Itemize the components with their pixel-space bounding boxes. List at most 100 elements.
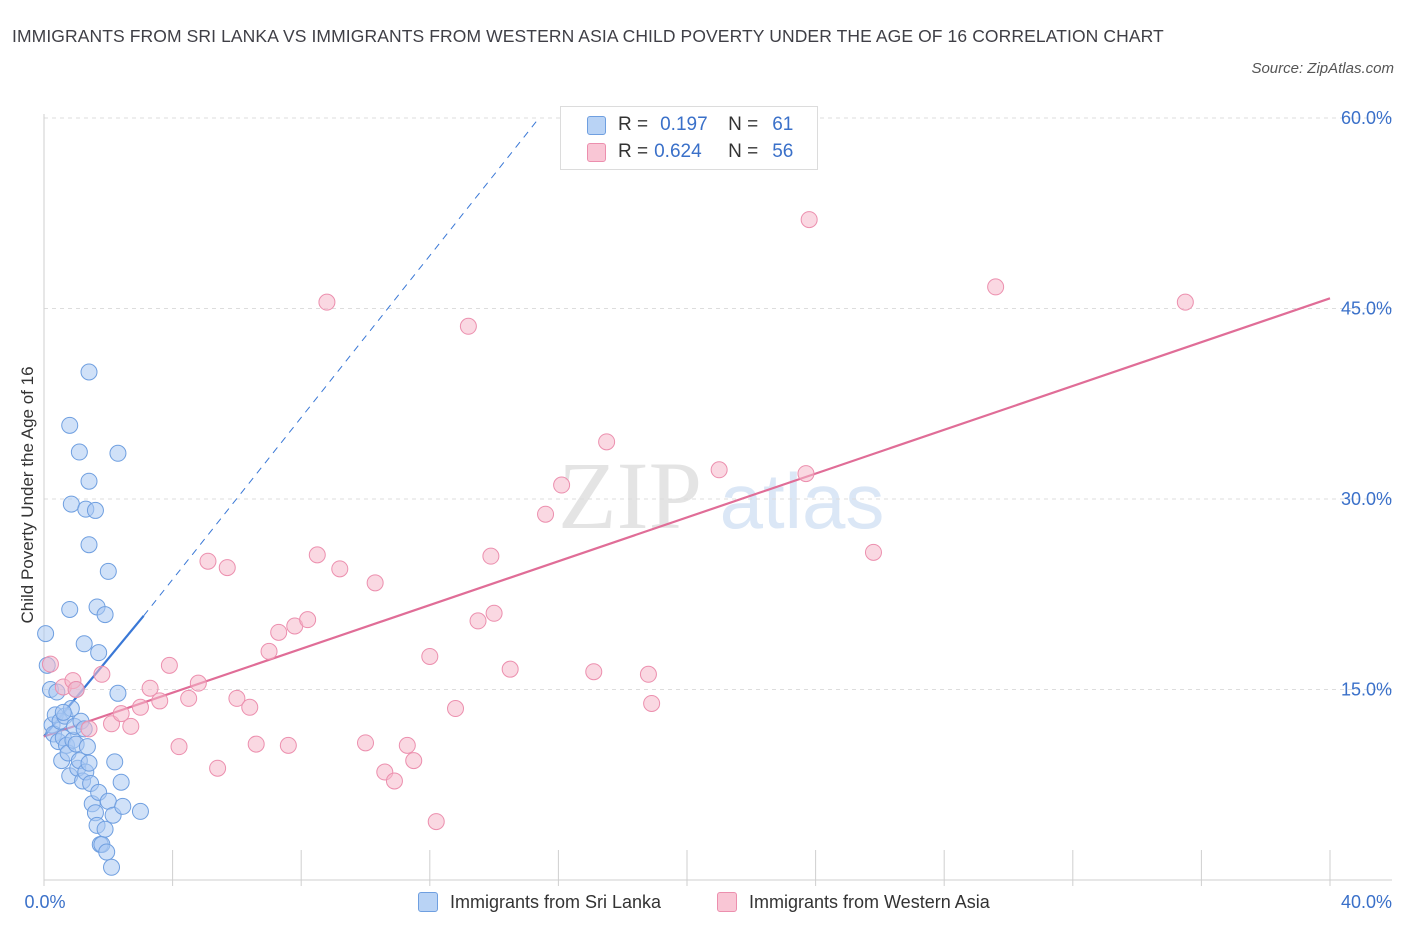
legend-r-value: 0.197	[660, 114, 708, 135]
western-asia-point	[141, 679, 159, 697]
data-points	[37, 211, 1194, 876]
tick-labels: 15.0% 30.0% 45.0% 60.0% 0.0% 40.0%	[24, 108, 1392, 912]
western-asia-point	[180, 689, 198, 707]
sri-lanka-trend-line	[143, 117, 540, 617]
source-label: Source: ZipAtlas.com	[1251, 60, 1394, 77]
western-asia-point	[405, 752, 423, 770]
legend-n-value: 61	[772, 114, 794, 135]
western-asia-point	[864, 543, 882, 561]
legend-n-label: N =	[728, 141, 759, 162]
legend-swatch-pink	[587, 142, 606, 162]
western-asia-point	[987, 278, 1005, 296]
western-asia-point	[797, 465, 815, 483]
western-asia-point	[482, 547, 500, 565]
y-tick-label: 60.0%	[1341, 108, 1392, 128]
sri-lanka-point	[112, 773, 130, 791]
sri-lanka-point	[106, 753, 124, 771]
bottom-legend-western-asia[interactable]: Immigrants from Western Asia	[717, 888, 990, 916]
western-asia-point	[485, 604, 503, 622]
western-asia-point	[585, 663, 603, 681]
western-asia-point	[553, 476, 571, 494]
western-asia-point	[189, 674, 207, 692]
sri-lanka-point	[109, 444, 127, 462]
legend-r-label: R =	[618, 141, 649, 162]
western-asia-point	[41, 655, 59, 673]
legend-n-value: 56	[772, 141, 794, 162]
western-asia-point	[80, 720, 98, 738]
western-asia-point	[331, 560, 349, 578]
sri-lanka-point	[61, 600, 79, 618]
legend-r-value: 0.624	[654, 141, 702, 162]
sri-lanka-point	[103, 858, 121, 876]
y-tick-label: 15.0%	[1341, 680, 1392, 700]
sri-lanka-point	[98, 843, 116, 861]
western-asia-point	[260, 642, 278, 660]
western-asia-point	[598, 433, 616, 451]
western-asia-point	[366, 574, 384, 592]
x-tick-label: 0.0%	[24, 892, 65, 912]
western-asia-point	[357, 734, 374, 752]
sri-lanka-point	[37, 625, 55, 643]
sri-lanka-point	[109, 684, 127, 702]
sri-lanka-point	[96, 606, 114, 624]
sri-lanka-point	[80, 472, 98, 490]
legend-series-name: Immigrants from Sri Lanka	[450, 891, 662, 912]
sri-lanka-point	[131, 802, 149, 820]
western-asia-point	[537, 505, 555, 523]
western-asia-point	[241, 698, 259, 716]
western-asia-point	[643, 694, 661, 712]
western-asia-point	[469, 612, 487, 630]
western-asia-point	[151, 692, 169, 710]
western-asia-point	[218, 559, 236, 577]
legend-swatch-pink	[717, 892, 737, 912]
western-asia-point	[170, 738, 188, 756]
western-asia-point	[299, 611, 317, 629]
gridlines	[44, 117, 1392, 690]
western-asia-point	[318, 293, 336, 311]
bottom-legend-sri-lanka[interactable]: Immigrants from Sri Lanka	[418, 888, 661, 916]
correlation-legend: R = 0.197 N = 61 R = 0.624 N = 56	[560, 106, 818, 170]
western-asia-point	[209, 759, 227, 777]
sri-lanka-point	[80, 363, 98, 381]
western-asia-trend-line	[43, 297, 1331, 738]
western-asia-point	[501, 660, 519, 678]
sri-lanka-point	[78, 738, 96, 756]
western-asia-point	[228, 689, 246, 707]
western-asia-point	[67, 681, 85, 698]
western-asia-point	[270, 623, 288, 641]
legend-swatch-blue	[418, 892, 438, 912]
legend-series-name: Immigrants from Western Asia	[749, 891, 990, 912]
legend-r-label: R =	[618, 114, 649, 135]
western-asia-point	[459, 317, 477, 335]
axes	[43, 114, 1392, 886]
legend-row-western-asia: R = 0.624 N = 56	[587, 140, 793, 164]
western-asia-point	[427, 813, 445, 831]
western-asia-point	[800, 211, 818, 229]
western-asia-point	[199, 552, 217, 570]
sri-lanka-point	[70, 443, 88, 461]
western-asia-point	[1176, 293, 1194, 311]
western-asia-point	[160, 656, 178, 674]
trend-lines	[43, 117, 1331, 738]
western-asia-point	[247, 735, 265, 753]
x-tick-label: 40.0%	[1341, 892, 1392, 912]
western-asia-point	[447, 700, 465, 718]
western-asia-point	[398, 736, 416, 754]
western-asia-point	[639, 665, 657, 683]
sri-lanka-point	[80, 754, 98, 772]
western-asia-point	[421, 647, 439, 665]
western-asia-point	[122, 717, 140, 735]
sri-lanka-point	[99, 562, 117, 580]
sri-lanka-point	[90, 644, 108, 662]
western-asia-point	[710, 461, 728, 479]
y-tick-label: 45.0%	[1341, 299, 1392, 319]
sri-lanka-point	[62, 495, 80, 513]
sri-lanka-point	[96, 820, 114, 838]
sri-lanka-point	[114, 797, 132, 815]
legend-row-sri-lanka: R = 0.197 N = 61	[587, 113, 793, 137]
western-asia-point	[308, 546, 326, 564]
watermark-zip: ZIP	[558, 442, 702, 549]
western-asia-point	[131, 698, 149, 716]
y-tick-label: 30.0%	[1341, 489, 1392, 509]
western-asia-point	[279, 736, 297, 754]
